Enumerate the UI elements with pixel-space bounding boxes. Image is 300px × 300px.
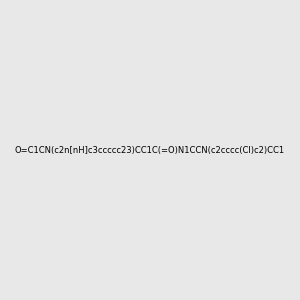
Text: O=C1CN(c2n[nH]c3ccccc23)CC1C(=O)N1CCN(c2cccc(Cl)c2)CC1: O=C1CN(c2n[nH]c3ccccc23)CC1C(=O)N1CCN(c2…	[15, 146, 285, 154]
